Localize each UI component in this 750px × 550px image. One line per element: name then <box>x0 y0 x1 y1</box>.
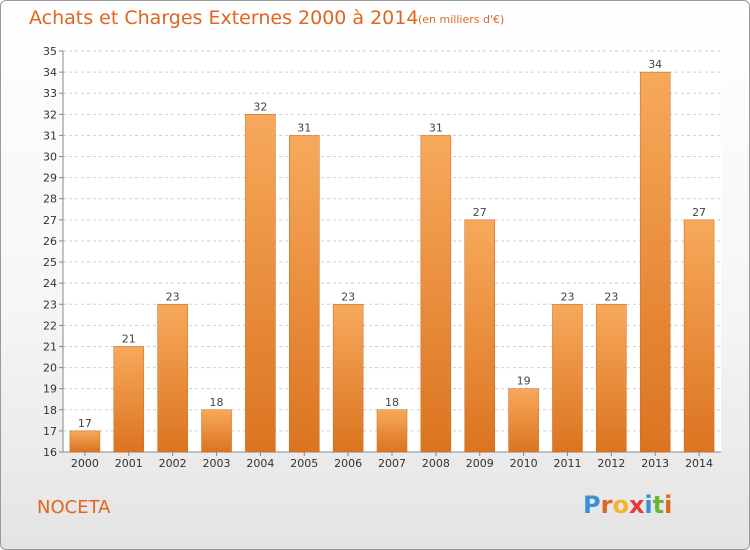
bar-2009 <box>464 219 495 453</box>
bar-value-label: 27 <box>692 206 706 219</box>
bar-value-label: 23 <box>604 290 618 303</box>
y-tick-label: 31 <box>43 129 57 142</box>
bar-value-label: 31 <box>429 121 443 134</box>
x-tick-label: 2008 <box>422 457 450 470</box>
x-tick-label: 2011 <box>553 457 581 470</box>
y-tick-label: 25 <box>43 256 57 269</box>
y-tick-label: 16 <box>43 446 57 459</box>
x-tick-label: 2002 <box>159 457 187 470</box>
x-tick-label: 2005 <box>290 457 318 470</box>
bar-2013 <box>639 71 671 453</box>
x-tick-label: 2001 <box>115 457 143 470</box>
bar-value-label: 23 <box>341 290 355 303</box>
bar-2005 <box>289 135 320 453</box>
x-tick-label: 2000 <box>71 457 99 470</box>
bar-value-label: 31 <box>297 121 311 134</box>
logo-letter: r <box>600 491 613 519</box>
y-tick-label: 30 <box>43 151 57 164</box>
bar-2011 <box>552 304 583 453</box>
y-tick-label: 24 <box>43 277 57 290</box>
city-name: NOCETA <box>37 497 111 518</box>
y-tick-label: 27 <box>43 214 57 227</box>
y-tick-label: 29 <box>43 172 57 185</box>
y-tick-label: 26 <box>43 235 57 248</box>
logo-letter: i <box>644 491 653 519</box>
y-tick-label: 34 <box>43 66 57 79</box>
y-tick-label: 22 <box>43 319 57 332</box>
bar-2006 <box>332 304 364 453</box>
bar-value-label: 21 <box>122 332 136 345</box>
x-tick-label: 2013 <box>641 457 669 470</box>
bar-value-label: 32 <box>253 100 267 113</box>
bar-2012 <box>596 304 627 453</box>
bar-value-label: 27 <box>473 206 487 219</box>
bar-2003 <box>201 409 232 453</box>
y-tick-label: 18 <box>43 404 57 417</box>
proxiti-logo: Proxiti <box>583 491 672 519</box>
y-tick-label: 35 <box>43 45 57 58</box>
x-tick-label: 2004 <box>246 457 274 470</box>
y-tick-label: 33 <box>43 87 57 100</box>
x-tick-label: 2012 <box>597 457 625 470</box>
y-tick-label: 23 <box>43 298 57 311</box>
logo-letter: P <box>583 491 601 519</box>
bar-value-label: 18 <box>210 396 224 409</box>
x-tick-label: 2006 <box>334 457 362 470</box>
x-tick-label: 2009 <box>466 457 494 470</box>
bar-value-label: 18 <box>385 396 399 409</box>
x-tick-label: 2003 <box>203 457 231 470</box>
bar-2002 <box>157 304 188 453</box>
logo-letter: t <box>652 491 665 519</box>
bar-2014 <box>683 219 715 453</box>
bar-value-label: 17 <box>78 417 92 430</box>
logo-letter: o <box>612 491 629 519</box>
y-tick-label: 19 <box>43 383 57 396</box>
x-tick-label: 2010 <box>510 457 538 470</box>
y-tick-label: 20 <box>43 362 57 375</box>
chart-title: Achats et Charges Externes 2000 à 2014 <box>29 7 419 29</box>
bar-2001 <box>113 346 145 453</box>
logo-letter: x <box>628 491 645 519</box>
y-tick-label: 28 <box>43 193 57 206</box>
bar-value-label: 23 <box>560 290 574 303</box>
logo-letter: i <box>664 491 673 519</box>
bar-2008 <box>420 135 452 453</box>
chart-subtitle: (en milliers d'€) <box>418 13 505 26</box>
x-tick-label: 2007 <box>378 457 406 470</box>
y-tick-label: 21 <box>43 340 57 353</box>
y-tick-label: 32 <box>43 108 57 121</box>
bar-2010 <box>508 388 539 453</box>
bar-value-label: 19 <box>517 375 531 388</box>
bar-2004 <box>245 114 276 453</box>
bar-value-label: 23 <box>166 290 180 303</box>
x-tick-label: 2014 <box>685 457 713 470</box>
y-tick-label: 17 <box>43 425 57 438</box>
bar-value-label: 34 <box>648 58 662 71</box>
bar-2000 <box>69 430 101 453</box>
bar-2007 <box>376 409 408 453</box>
